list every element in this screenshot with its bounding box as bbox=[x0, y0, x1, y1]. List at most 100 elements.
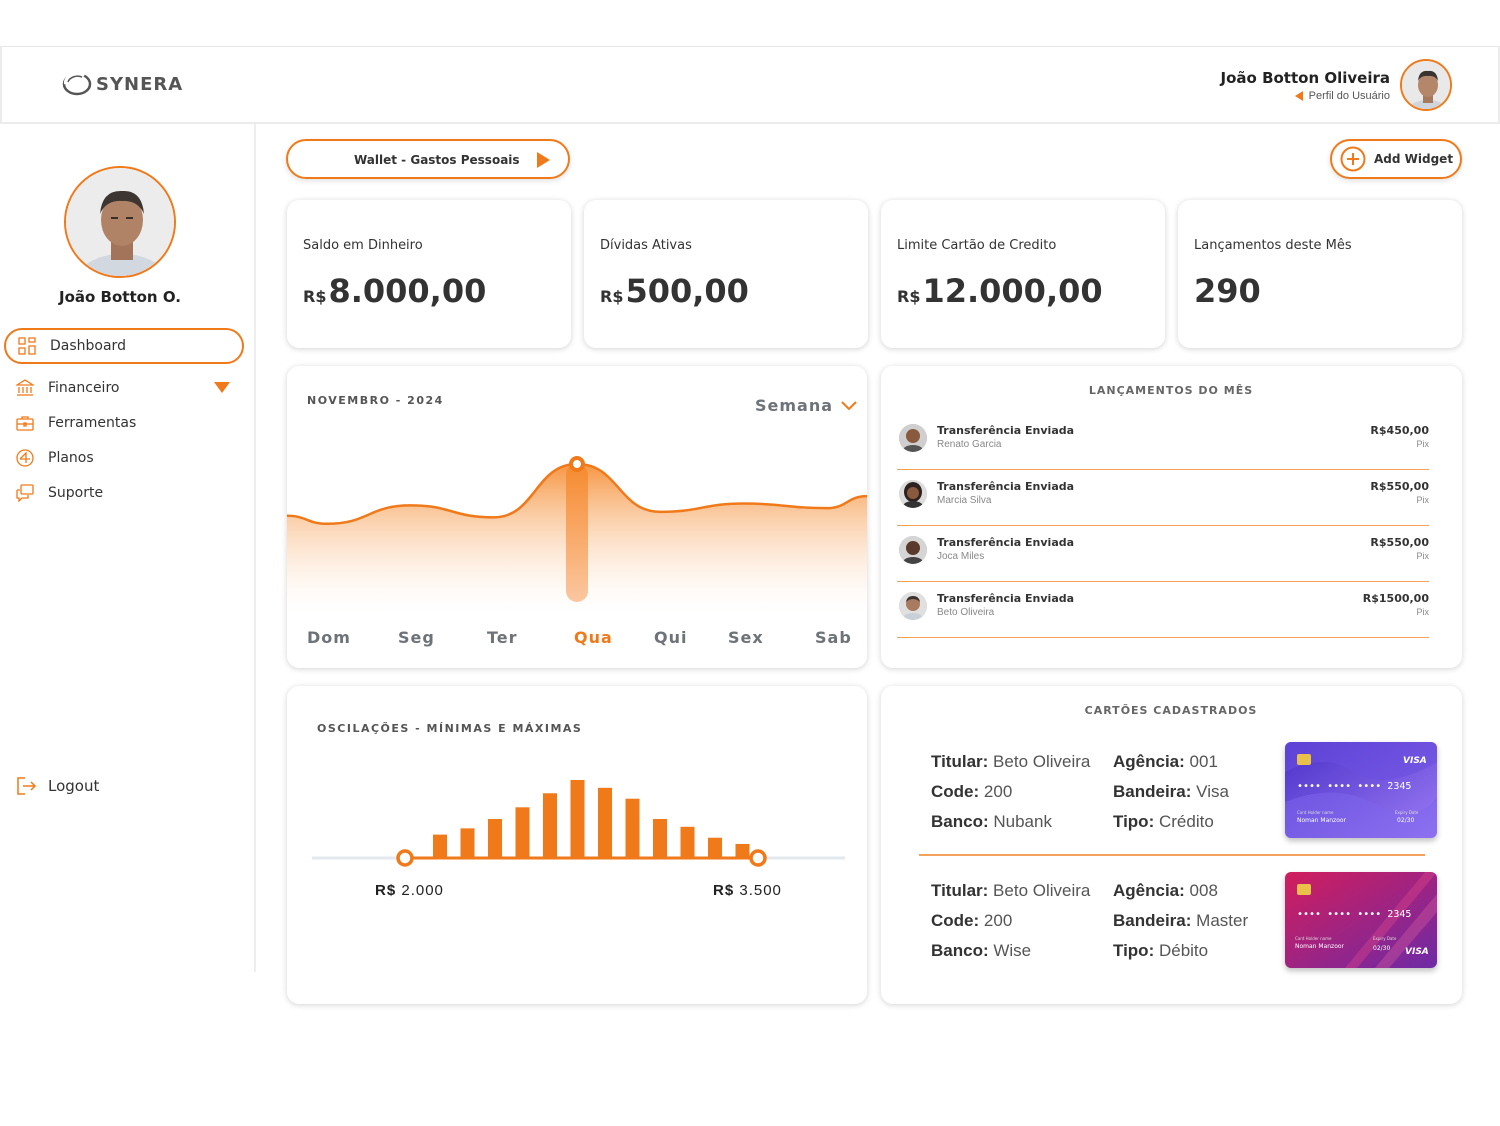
day-label-sab[interactable]: Sab bbox=[815, 628, 852, 647]
day-label-ter[interactable]: Ter bbox=[487, 628, 518, 647]
day-label-sex[interactable]: Sex bbox=[728, 628, 764, 647]
card-code: 200 bbox=[983, 911, 1013, 930]
card-holder: Beto Oliveira bbox=[993, 881, 1091, 900]
range-max-label: R$ 3.500 bbox=[713, 882, 782, 899]
weekly-chart-card: NOVEMBRO - 2024 Semana Dom Seg Ter Qua Qui Se… bbox=[287, 366, 867, 668]
transaction-row[interactable]: Transferência Enviada Marcia Silva R$550… bbox=[897, 478, 1429, 526]
kpi-label: Limite Cartão de Credito bbox=[897, 238, 1057, 253]
chevron-down-icon[interactable] bbox=[214, 382, 230, 393]
transaction-title: Transferência Enviada bbox=[937, 480, 1075, 493]
transaction-method: Pix bbox=[1416, 551, 1429, 561]
sidebar-item-label: Financeiro bbox=[48, 380, 120, 396]
header-avatar[interactable] bbox=[1400, 59, 1452, 111]
kpi-label: Dívidas Ativas bbox=[600, 238, 692, 253]
transaction-amount: R$550,00 bbox=[1370, 480, 1429, 493]
transaction-person: Joca Miles bbox=[937, 551, 985, 562]
histogram-bar bbox=[625, 798, 640, 858]
type-label: Tipo: bbox=[1113, 812, 1155, 831]
sidebar-item-financeiro[interactable]: Financeiro bbox=[4, 370, 244, 406]
range-min-handle[interactable] bbox=[396, 849, 414, 867]
histogram-bar bbox=[433, 834, 447, 858]
sidebar-item-dashboard[interactable]: Dashboard bbox=[4, 328, 244, 364]
transaction-method: Pix bbox=[1416, 607, 1429, 617]
chart-month: NOVEMBRO - 2024 bbox=[307, 394, 444, 407]
range-min-label: R$ 2.000 bbox=[375, 882, 444, 899]
card-expiry: 02/30 bbox=[1397, 817, 1414, 824]
card-bank: Nubank bbox=[993, 812, 1052, 831]
sidebar-item-suporte[interactable]: Suporte bbox=[4, 475, 244, 511]
area-chart bbox=[287, 456, 867, 611]
oscillations-card: OSCILAÇÕES - MÍNIMAS E MÁXIMAS R$ 2.000 … bbox=[287, 686, 867, 1004]
transactions-card: LANÇAMENTOS DO MÊS Transferência Enviada… bbox=[881, 366, 1462, 668]
avatar bbox=[899, 536, 927, 564]
card-brand-logo: VISA bbox=[1405, 947, 1429, 957]
agency-label: Agência: bbox=[1113, 752, 1185, 771]
histogram-bar bbox=[460, 828, 475, 858]
kpi-label: Saldo em Dinheiro bbox=[303, 238, 423, 253]
kpi-card-lancamentos[interactable]: Lançamentos deste Mês 290 bbox=[1178, 200, 1462, 348]
range-max-handle[interactable] bbox=[749, 849, 767, 867]
sidebar-avatar[interactable] bbox=[64, 166, 176, 278]
agency-label: Agência: bbox=[1113, 881, 1185, 900]
transaction-row[interactable]: Transferência Enviada Renato Garcia R$45… bbox=[897, 422, 1429, 470]
card-bank: Wise bbox=[993, 941, 1032, 960]
kpi-value: 12.000,00 bbox=[922, 272, 1103, 310]
holder-label: Titular: bbox=[931, 881, 989, 900]
sidebar-nav: Dashboard Financeiro Ferramentas Plano bbox=[4, 328, 244, 510]
user-profile[interactable]: João Botton Oliveira Perfil do Usuário bbox=[1221, 59, 1452, 111]
card-code: 200 bbox=[983, 782, 1013, 801]
card-type: Crédito bbox=[1158, 812, 1214, 831]
oscillations-title: OSCILAÇÕES - MÍNIMAS E MÁXIMAS bbox=[317, 722, 583, 735]
chevron-down-icon bbox=[841, 400, 857, 410]
bank-label: Banco: bbox=[931, 812, 989, 831]
kpi-card-saldo[interactable]: Saldo em Dinheiro R$ 8.000,00 bbox=[287, 200, 571, 348]
sidebar-item-planos[interactable]: Planos bbox=[4, 440, 244, 476]
wallet-selector-button[interactable]: Wallet - Gastos Pessoais bbox=[286, 139, 570, 179]
day-label-qui[interactable]: Qui bbox=[654, 628, 688, 647]
play-icon bbox=[537, 152, 550, 168]
registered-cards-card: CARTÕES CADASTRADOS Titular: Beto Olivei… bbox=[881, 686, 1462, 1004]
sidebar-item-label: Ferramentas bbox=[48, 415, 137, 431]
histogram-bar bbox=[708, 837, 722, 858]
logo[interactable]: SYNERA bbox=[62, 71, 183, 97]
sidebar-item-ferramentas[interactable]: Ferramentas bbox=[4, 405, 244, 441]
kpi-currency: R$ bbox=[303, 287, 327, 306]
histogram-bar bbox=[543, 793, 557, 858]
transaction-amount: R$450,00 bbox=[1370, 424, 1429, 437]
top-bar: SYNERA João Botton Oliveira Perfil do Us… bbox=[0, 46, 1500, 124]
brand-label: Bandeira: bbox=[1113, 782, 1192, 801]
day-label-dom[interactable]: Dom bbox=[307, 628, 351, 647]
logo-text: SYNERA bbox=[96, 73, 184, 95]
kpi-card-limite[interactable]: Limite Cartão de Credito R$ 12.000,00 bbox=[881, 200, 1165, 348]
credit-card-visa[interactable]: VISA •••• •••• •••• 2345 Card Holder nam… bbox=[1285, 742, 1437, 838]
logout-label: Logout bbox=[48, 777, 100, 795]
highlight-point[interactable] bbox=[569, 456, 585, 472]
logo-icon bbox=[62, 71, 92, 96]
avatar bbox=[899, 480, 927, 508]
period-dropdown[interactable]: Semana bbox=[755, 396, 857, 415]
day-label-qua[interactable]: Qua bbox=[574, 628, 613, 647]
card-brand: Visa bbox=[1196, 782, 1229, 801]
kpi-card-dividas[interactable]: Dívidas Ativas R$ 500,00 bbox=[584, 200, 868, 348]
profile-link[interactable]: Perfil do Usuário bbox=[1308, 89, 1390, 102]
logout-icon bbox=[17, 777, 37, 795]
card-brand: Master bbox=[1196, 911, 1249, 930]
histogram-bar bbox=[598, 787, 612, 858]
transaction-row[interactable]: Transferência Enviada Joca Miles R$550,0… bbox=[897, 534, 1429, 582]
card-number: •••• •••• •••• 2345 bbox=[1297, 909, 1411, 920]
brand-label: Bandeira: bbox=[1113, 911, 1192, 930]
kpi-value: 500,00 bbox=[625, 272, 749, 310]
range-max-value: 3.500 bbox=[739, 882, 782, 899]
transaction-row[interactable]: Transferência Enviada Beto Oliveira R$15… bbox=[897, 590, 1429, 638]
card-agency: 001 bbox=[1189, 752, 1218, 771]
day-label-seg[interactable]: Seg bbox=[398, 628, 435, 647]
logout-button[interactable]: Logout bbox=[16, 776, 99, 796]
credit-card-master[interactable]: •••• •••• •••• 2345 Card Holder name Nom… bbox=[1285, 872, 1437, 968]
kpi-label: Lançamentos deste Mês bbox=[1194, 238, 1352, 253]
add-widget-button[interactable]: Add Widget bbox=[1330, 139, 1462, 179]
range-histogram[interactable] bbox=[287, 766, 867, 966]
caret-left-icon bbox=[1294, 90, 1303, 101]
avatar bbox=[899, 424, 927, 452]
sidebar-user-name: João Botton O. bbox=[59, 288, 181, 306]
